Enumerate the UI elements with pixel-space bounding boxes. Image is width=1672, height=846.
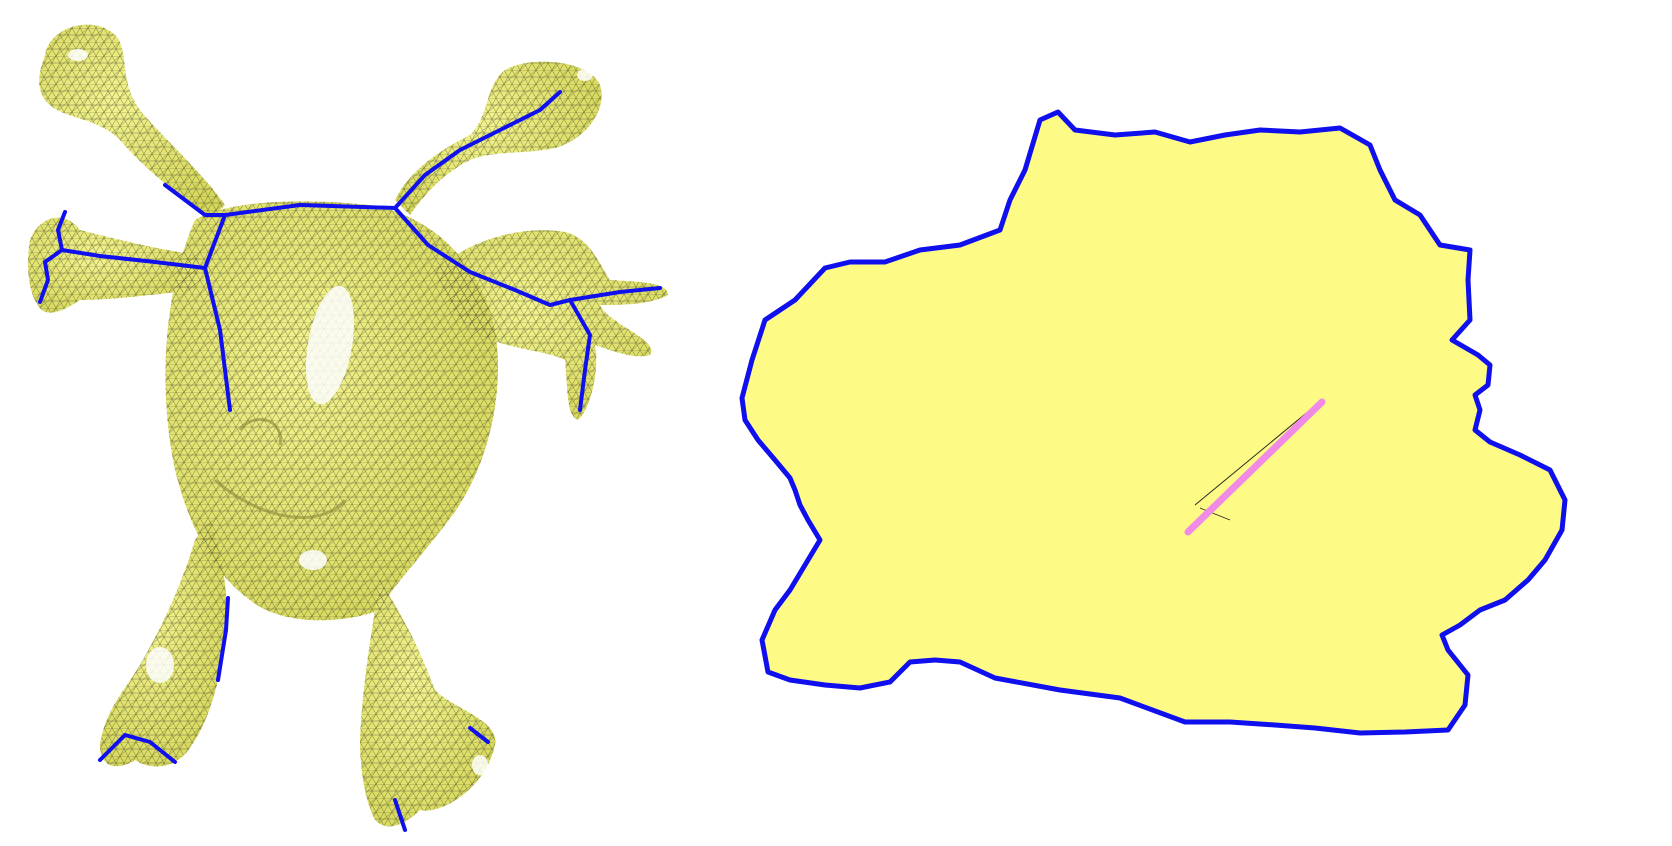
mesh-3d-seam bbox=[38, 90, 662, 832]
mesh-3d-face bbox=[214, 417, 347, 519]
mesh-3d-highlights bbox=[68, 49, 593, 775]
uv-param-boundary bbox=[742, 112, 1565, 733]
uv-param-highlight-cut bbox=[1184, 398, 1326, 536]
mesh-3d-panel bbox=[27, 24, 668, 832]
uv-param-panel bbox=[740, 100, 1580, 750]
mesh-3d-wireframe bbox=[27, 24, 668, 827]
